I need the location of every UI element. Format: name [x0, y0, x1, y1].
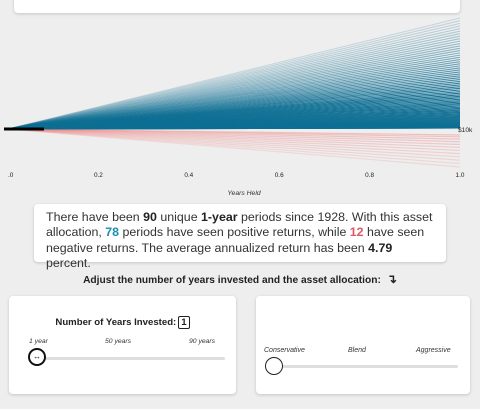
- allocation-slider-handle[interactable]: [265, 357, 283, 375]
- asset-allocation-card: 24.8% CASH 74.3% BONDS 1.0% STOCKS Conse…: [256, 296, 470, 394]
- negative-return-lines: [8, 129, 460, 167]
- summary-text: There have been: [46, 210, 143, 224]
- summary-text: periods have seen positive returns, whil…: [119, 225, 350, 239]
- bonds-allocation-box: 74.3% BONDS: [328, 308, 382, 342]
- years-title-text: Number of Years Invested:: [55, 317, 176, 328]
- x-tick-label: 1.0: [456, 172, 465, 179]
- years-invested-card: Number of Years Invested: 1 1 year 50 yea…: [9, 296, 236, 394]
- bonds-label: BONDS: [328, 324, 382, 338]
- adjust-instruction: Adjust the number of years invested and …: [0, 272, 480, 286]
- x-tick-label: .0: [8, 172, 14, 179]
- positive-return-lines: [4, 18, 460, 129]
- stocks-allocation-box: 1.0% STOCKS: [392, 308, 454, 342]
- allocation-label-blend: Blend: [348, 347, 366, 354]
- years-value-box[interactable]: 1: [178, 316, 189, 329]
- years-invested-title: Number of Years Invested: 1: [9, 316, 236, 329]
- allocation-label-aggressive: Aggressive: [416, 347, 451, 354]
- x-tick-label: 0.4: [184, 172, 193, 179]
- years-slider-track[interactable]: [29, 357, 225, 360]
- period-length: 1-year: [201, 210, 238, 224]
- arrow-down-icon: ↴: [387, 272, 397, 286]
- unique-periods-count: 90: [143, 210, 157, 224]
- stocks-percent: 1.0%: [392, 312, 454, 324]
- top-card: [14, 0, 460, 13]
- years-label-min: 1 year: [29, 338, 48, 345]
- summary-text: percent.: [46, 256, 91, 270]
- x-axis-label: Years Held: [227, 190, 260, 197]
- adjust-text: Adjust the number of years invested and …: [83, 275, 381, 286]
- summary-card: There have been 90 unique 1-year periods…: [34, 204, 446, 262]
- cash-allocation-box: 24.8% CASH: [264, 308, 318, 342]
- years-label-mid: 50 years: [105, 338, 131, 345]
- negative-periods-count: 12: [350, 225, 364, 239]
- x-tick-label: 0.8: [365, 172, 374, 179]
- resize-horizontal-icon: ↔: [33, 352, 41, 361]
- years-label-max: 90 years: [189, 338, 215, 345]
- x-tick-label: 0.2: [94, 172, 103, 179]
- years-slider-handle[interactable]: ↔: [28, 348, 46, 366]
- cash-percent: 24.8%: [264, 312, 318, 324]
- cash-label: CASH: [264, 324, 318, 338]
- x-tick-label: 0.6: [275, 172, 284, 179]
- allocation-slider-track[interactable]: [270, 365, 458, 368]
- x-axis-ticks: .0 0.2 0.4 0.6 0.8 1.0: [8, 172, 465, 179]
- bonds-percent: 74.3%: [328, 312, 382, 324]
- stocks-label: STOCKS: [392, 324, 454, 338]
- returns-chart: .0 0.2 0.4 0.6 0.8 1.0 $10k Years Held: [0, 14, 480, 204]
- summary-text: unique: [157, 210, 201, 224]
- average-return: 4.79: [368, 241, 392, 255]
- allocation-label-conservative: Conservative: [264, 347, 305, 354]
- end-value-label: $10k: [458, 127, 473, 134]
- positive-periods-count: 78: [105, 225, 119, 239]
